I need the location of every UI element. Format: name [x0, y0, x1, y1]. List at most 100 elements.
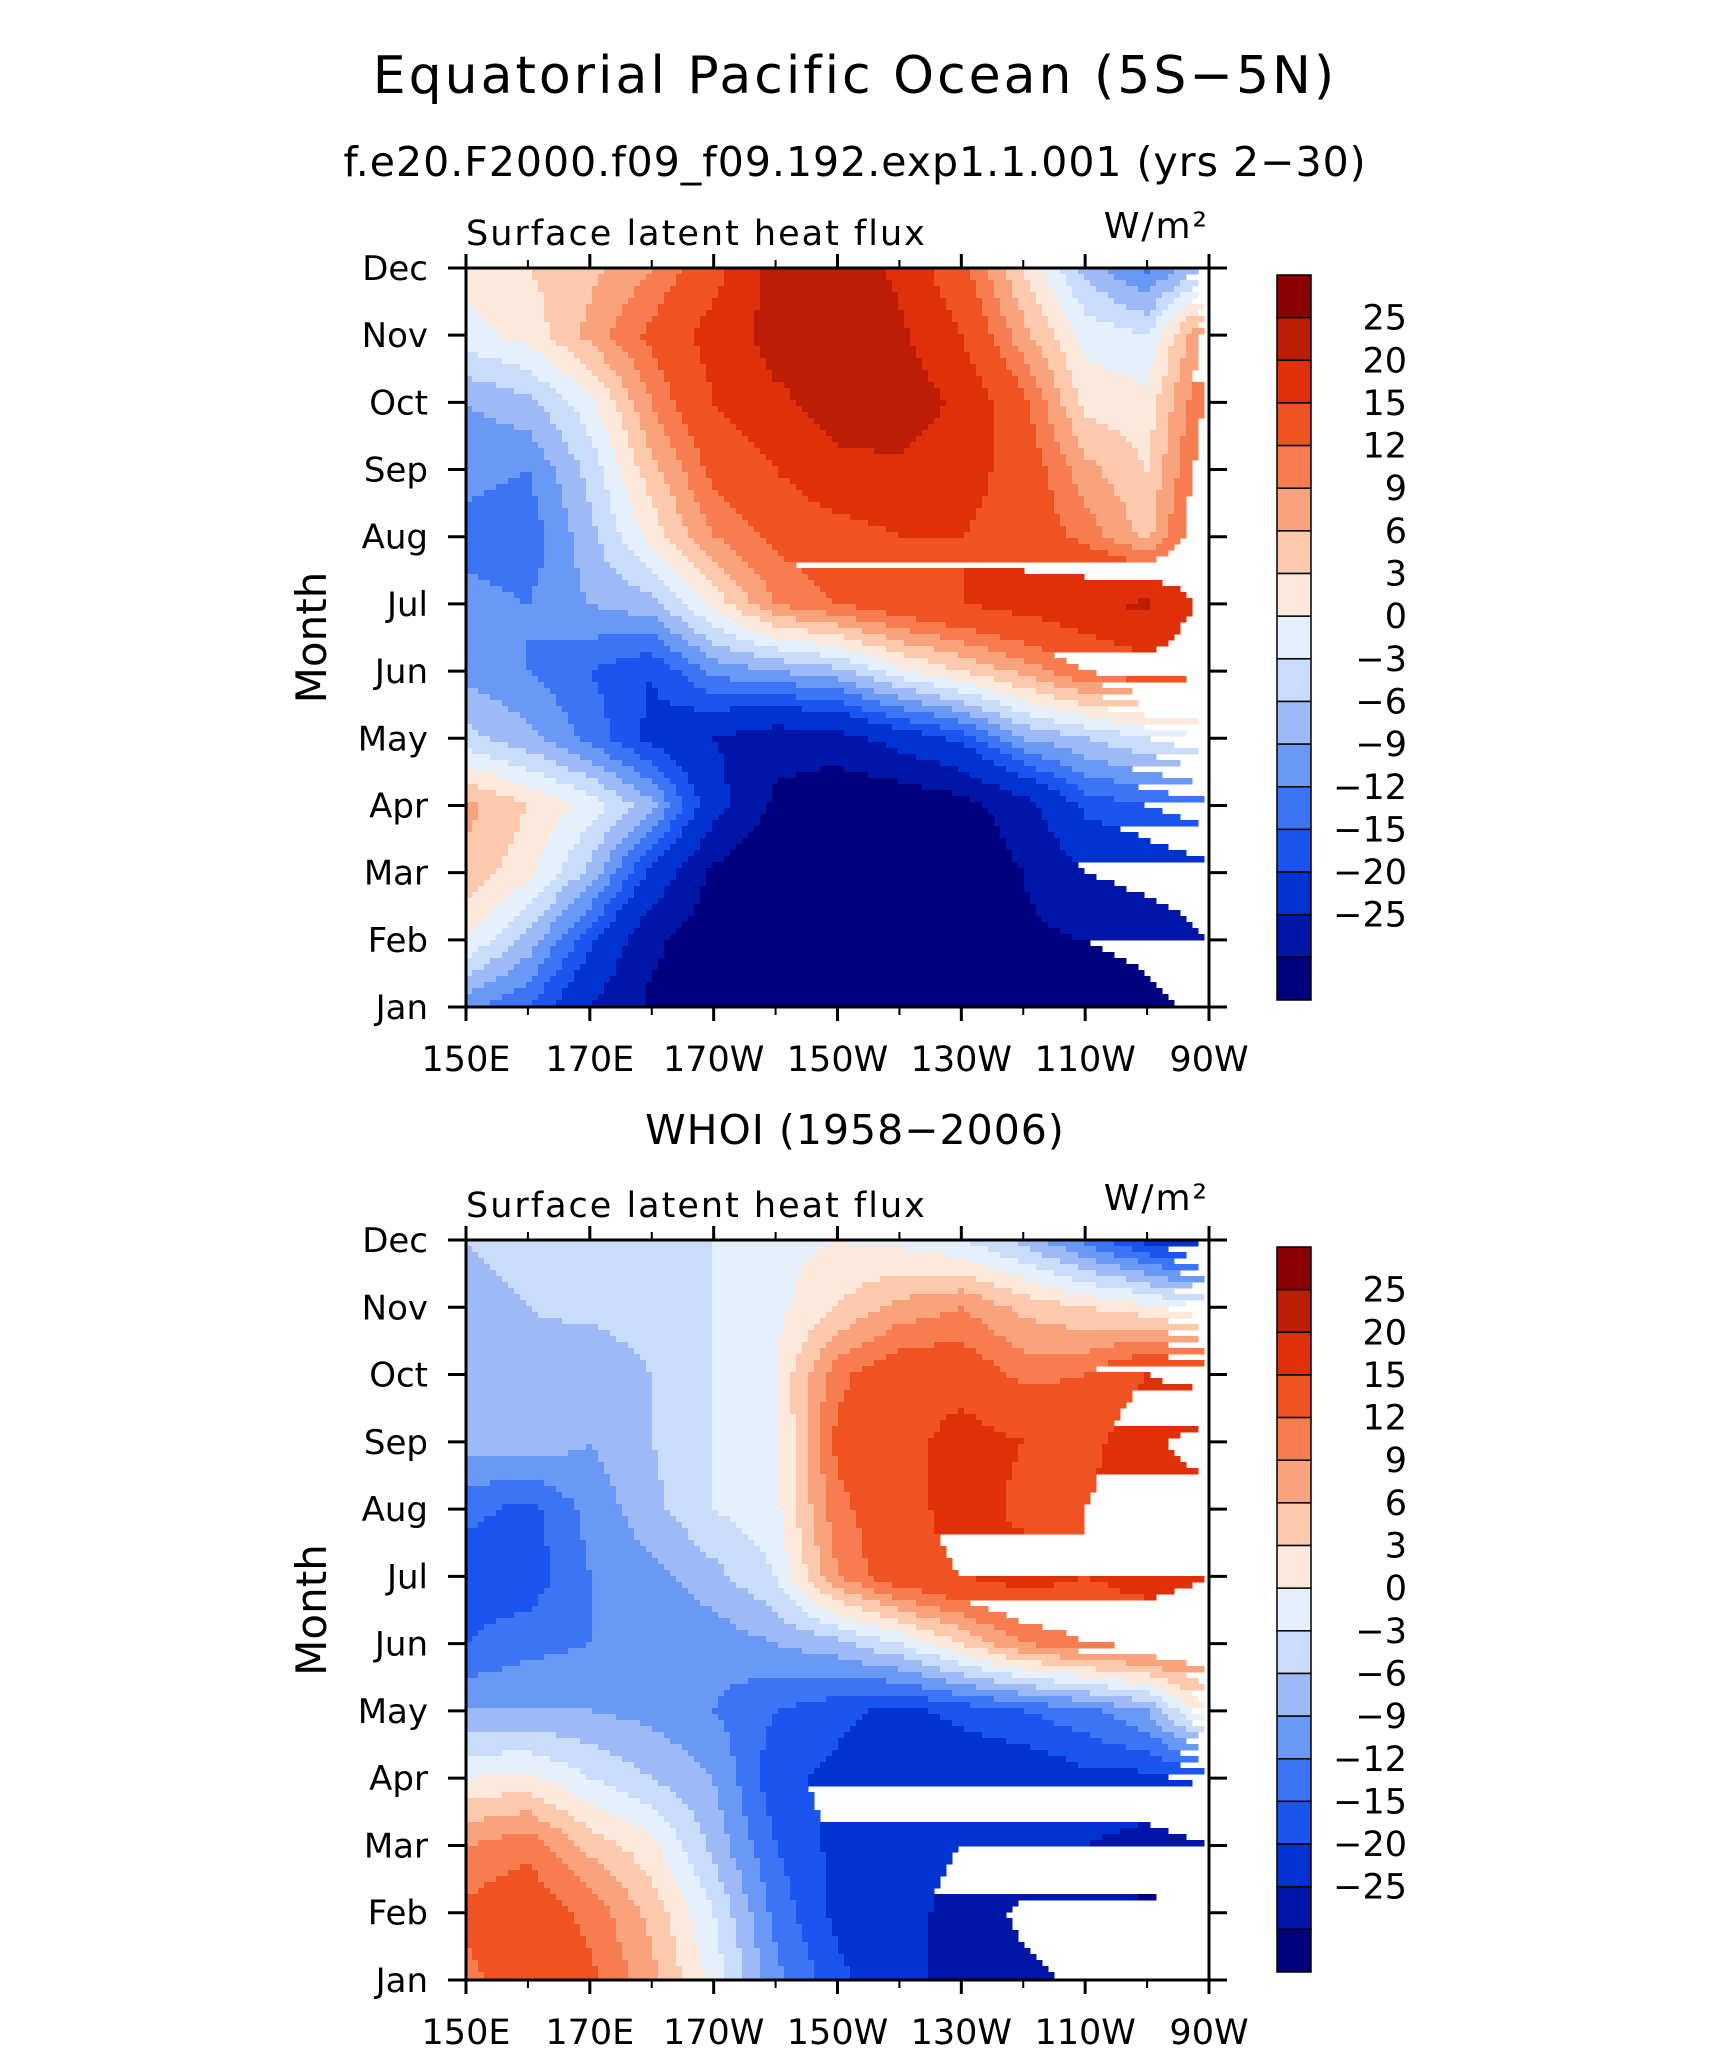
heatmap-cell — [796, 1354, 821, 1361]
heatmap-cell — [1090, 1732, 1151, 1739]
heatmap-cell — [904, 676, 953, 683]
colorbar-label: −12 — [1333, 1740, 1407, 1780]
heatmap-cell — [796, 1900, 827, 1907]
heatmap-cell — [886, 670, 923, 677]
heatmap-cell — [808, 1780, 1193, 1787]
heatmap-cell — [466, 1624, 485, 1631]
heatmap-cell — [616, 1936, 653, 1943]
heatmap-cell — [826, 430, 923, 437]
heatmap-cell — [1018, 1444, 1103, 1451]
heatmap-cell — [850, 1498, 929, 1505]
heatmap-cell — [1084, 496, 1121, 503]
heatmap-cell — [1054, 508, 1091, 515]
heatmap-cell — [556, 1894, 599, 1901]
heatmap-cell — [466, 766, 473, 773]
heatmap-cell — [484, 880, 527, 887]
heatmap-cell — [748, 1678, 887, 1685]
heatmap-cell — [814, 1360, 833, 1367]
heatmap-cell — [928, 1948, 1031, 1955]
heatmap-cell — [634, 844, 653, 851]
heatmap-cell — [1066, 460, 1097, 467]
heatmap-cell — [472, 1954, 593, 1961]
heatmap-cell — [958, 1306, 965, 1313]
heatmap-cell — [688, 424, 737, 431]
heatmap-cell — [610, 364, 635, 371]
heatmap-cell — [466, 502, 539, 509]
heatmap-cell — [1066, 358, 1091, 365]
heatmap-cell — [880, 700, 923, 707]
heatmap-cell — [550, 1756, 623, 1763]
heatmap-cell — [616, 790, 641, 797]
heatmap-cell — [1180, 1684, 1205, 1691]
heatmap-cell — [718, 1942, 737, 1949]
heatmap-cell — [1078, 490, 1115, 497]
colorbar-box — [1276, 1928, 1312, 1973]
heatmap-cell — [466, 1642, 587, 1649]
heatmap-cell — [856, 670, 887, 677]
heatmap-cell — [712, 388, 791, 395]
heatmap-cell — [670, 1510, 719, 1517]
heatmap-cell — [598, 274, 647, 281]
heatmap-cell — [640, 370, 665, 377]
heatmap-cell — [1042, 268, 1061, 275]
heatmap-cell — [754, 1912, 773, 1919]
heatmap-cell — [586, 862, 605, 869]
heatmap-cell — [706, 514, 743, 521]
heatmap-cell — [724, 778, 779, 785]
heatmap-cell — [556, 700, 605, 707]
heatmap-cell — [532, 1810, 569, 1817]
heatmap-cell — [694, 442, 755, 449]
heatmap-cell — [1144, 1270, 1181, 1277]
heatmap-cell — [1156, 514, 1169, 521]
heatmap-cell — [682, 862, 713, 869]
heatmap-cell — [526, 880, 551, 887]
heatmap-cell — [466, 622, 665, 629]
heatmap-cell — [868, 1558, 953, 1565]
heatmap-cell — [502, 1276, 713, 1283]
heatmap-cell — [538, 970, 557, 977]
heatmap-cell — [862, 1546, 947, 1553]
heatmap-cell — [640, 586, 671, 593]
heatmap-cell — [466, 1606, 533, 1613]
heatmap-cell — [1012, 370, 1031, 377]
heatmap-cell — [994, 412, 1031, 419]
heatmap-cell — [508, 1282, 713, 1289]
heatmap-cell — [598, 1456, 659, 1463]
heatmap-cell — [688, 772, 725, 779]
heatmap-cell — [934, 1432, 1007, 1439]
heatmap-cell — [694, 1594, 755, 1601]
heatmap-cell — [1042, 352, 1067, 359]
heatmap-cell — [670, 700, 845, 707]
colorbar-label: −9 — [1355, 725, 1407, 765]
heatmap-cell — [754, 526, 887, 533]
heatmap-cell — [1090, 1840, 1205, 1847]
heatmap-cell — [622, 310, 659, 317]
heatmap-cell — [718, 1876, 743, 1883]
heatmap-cell — [820, 1456, 839, 1463]
heatmap-cell — [1078, 1762, 1181, 1769]
heatmap-cell — [1174, 334, 1187, 341]
heatmap-field — [466, 268, 1205, 1007]
heatmap-cell — [550, 1570, 593, 1577]
heatmap-cell — [1186, 424, 1199, 431]
heatmap-cell — [988, 268, 1007, 275]
heatmap-cell — [934, 646, 989, 653]
heatmap-cell — [928, 1696, 995, 1703]
heatmap-cell — [688, 916, 1043, 923]
heatmap-cell — [604, 268, 653, 275]
colorbar-label: −15 — [1333, 1782, 1407, 1822]
heatmap-cell — [952, 310, 983, 317]
heatmap-cell — [748, 1822, 773, 1829]
heatmap-cell — [928, 1462, 1013, 1469]
heatmap-cell — [1174, 394, 1193, 401]
heatmap-cell — [826, 1864, 947, 1871]
heatmap-cell — [682, 1582, 737, 1589]
heatmap-cell — [760, 820, 995, 827]
heatmap-cell — [826, 1894, 935, 1901]
heatmap-cell — [562, 1318, 713, 1325]
heatmap-cell — [676, 496, 695, 503]
heatmap-cell — [466, 856, 503, 863]
heatmap-cell — [466, 838, 515, 845]
heatmap-cell — [604, 484, 629, 491]
heatmap-cell — [1162, 1708, 1181, 1715]
